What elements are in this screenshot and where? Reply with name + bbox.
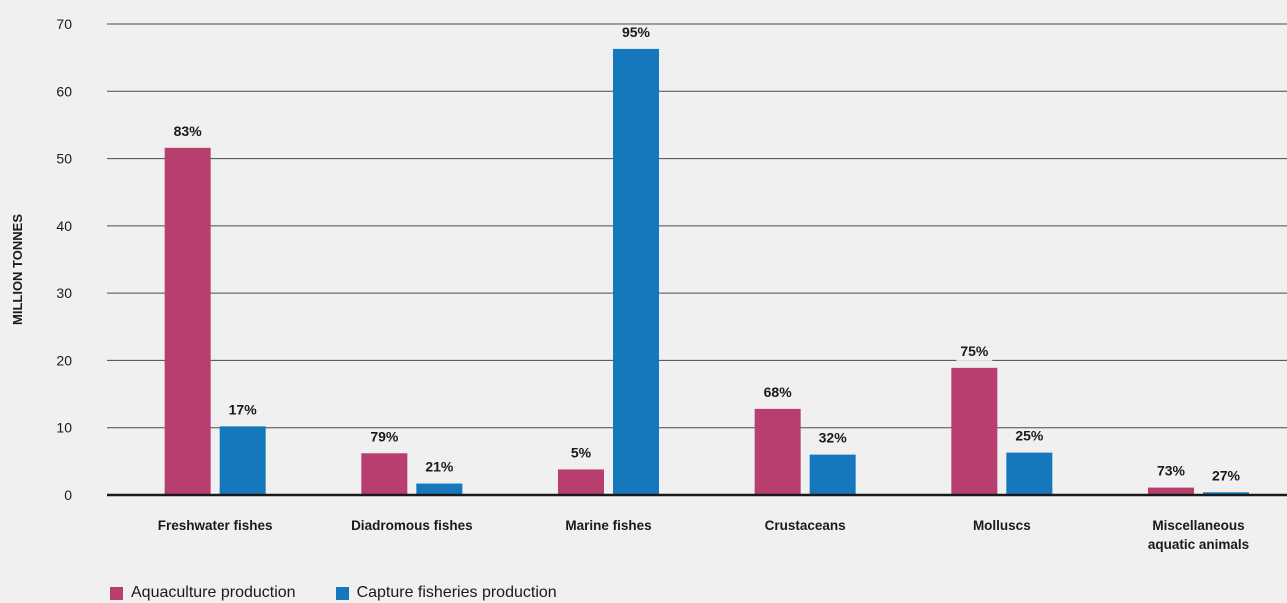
data-label-aquaculture-3: 68% — [764, 384, 793, 400]
bar-aquaculture-2 — [558, 469, 604, 495]
data-label-bg-0-0 — [169, 123, 206, 141]
data-label-bg-1-2 — [618, 24, 654, 42]
bar-aquaculture-3 — [754, 408, 801, 495]
data-label-aquaculture-1: 79% — [370, 428, 399, 444]
bar-aquaculture-1 — [361, 453, 408, 495]
bar-capture-4 — [1006, 452, 1053, 495]
data-label-aquaculture-4: 75% — [960, 343, 989, 359]
data-label-capture-0: 17% — [229, 401, 258, 417]
data-label-bg-1-5 — [1208, 468, 1244, 486]
category-label-5-0: Miscellaneous — [1152, 518, 1244, 533]
category-label-0-0: Freshwater fishes — [158, 518, 273, 533]
data-label-aquaculture-2: 5% — [571, 444, 592, 460]
bar-capture-3 — [809, 454, 856, 495]
legend-item-capture: Capture fisheries production — [335, 584, 557, 602]
category-label-3-0: Crustaceans — [765, 518, 846, 533]
data-label-capture-2: 95% — [622, 24, 651, 40]
data-label-bg-0-4 — [956, 343, 993, 361]
legend-label-aquaculture: Aquaculture production — [131, 584, 296, 601]
data-label-bg-0-1 — [366, 429, 403, 447]
legend-label-capture: Capture fisheries production — [356, 584, 557, 601]
data-label-bg-1-3 — [814, 430, 851, 448]
y-tick-label-10: 10 — [56, 420, 72, 436]
data-label-capture-1: 21% — [425, 459, 454, 475]
legend-swatch-capture — [335, 586, 349, 600]
data-label-aquaculture-0: 83% — [174, 123, 203, 139]
data-label-bg-0-5 — [1153, 463, 1189, 481]
data-label-capture-5: 27% — [1212, 467, 1241, 483]
category-label-1-0: Diadromous fishes — [351, 518, 473, 533]
category-label-4-0: Molluscs — [973, 518, 1031, 533]
y-tick-label-0: 0 — [64, 487, 72, 503]
bar-aquaculture-4 — [951, 367, 998, 495]
category-label-2-0: Marine fishes — [565, 518, 651, 533]
y-tick-label-20: 20 — [56, 352, 72, 368]
data-label-capture-3: 32% — [819, 430, 848, 446]
data-label-bg-0-3 — [759, 384, 796, 402]
legend-item-aquaculture: Aquaculture production — [110, 584, 296, 602]
bar-capture-1 — [416, 483, 463, 495]
legend: Aquaculture production Capture fisheries… — [110, 584, 557, 602]
bar-capture-2 — [613, 48, 659, 495]
bar-aquaculture-5 — [1148, 487, 1194, 495]
bar-capture-5 — [1203, 492, 1249, 495]
y-tick-label-60: 60 — [56, 83, 72, 99]
y-tick-label-50: 50 — [56, 151, 72, 167]
y-axis-title: MILLION TONNES — [10, 214, 25, 325]
data-label-bg-1-1 — [421, 459, 458, 477]
data-label-aquaculture-5: 73% — [1157, 463, 1186, 479]
bar-aquaculture-0 — [164, 147, 211, 495]
category-label-5-1: aquatic animals — [1148, 537, 1249, 552]
legend-swatch-aquaculture — [110, 586, 123, 600]
data-label-bg-0-2 — [563, 445, 599, 463]
bar-chart: 0 10 20 30 40 50 60 70 MILLION TONNES 83% 17% Fresh… — [10, 16, 1287, 552]
y-tick-label-70: 70 — [56, 16, 72, 32]
y-tick-label-30: 30 — [56, 285, 72, 301]
bar-capture-0 — [219, 426, 266, 495]
data-label-bg-1-0 — [224, 402, 261, 420]
data-label-bg-1-4 — [1011, 428, 1048, 446]
data-label-capture-4: 25% — [1015, 428, 1044, 444]
y-tick-label-40: 40 — [56, 218, 72, 234]
